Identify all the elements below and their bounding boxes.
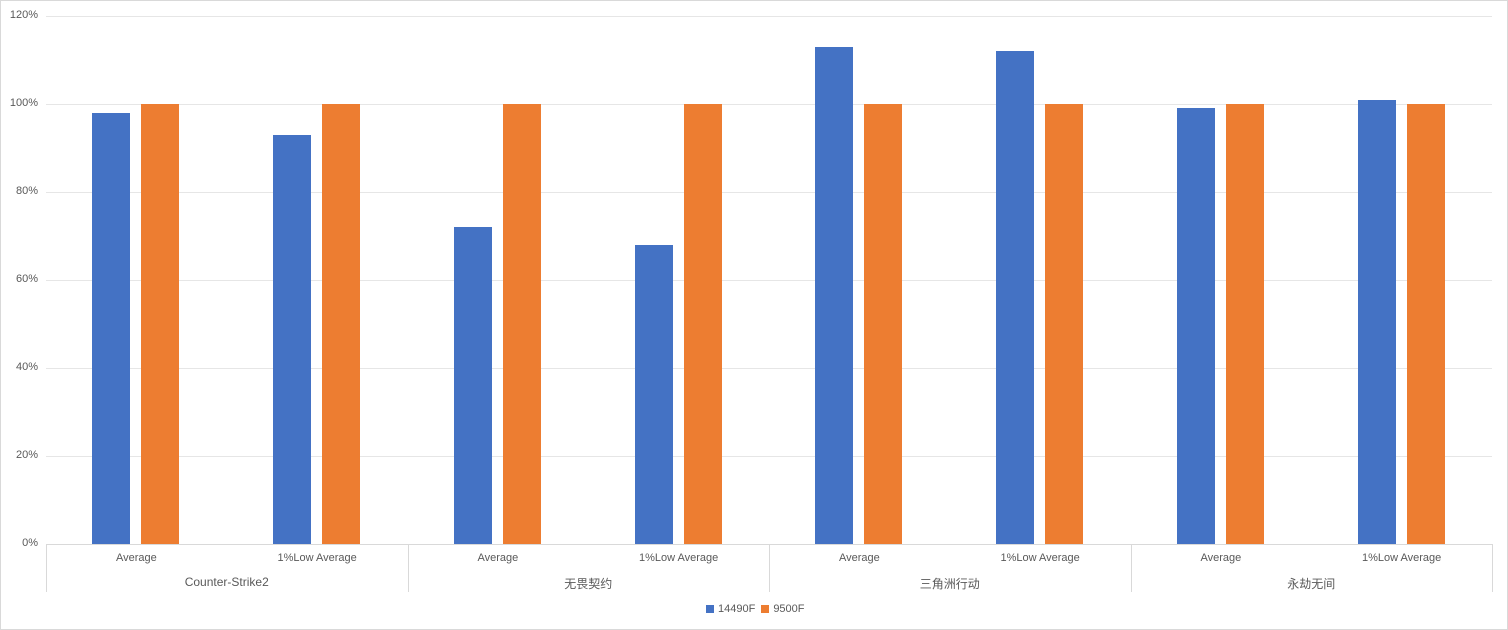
bar-14490f-2 [453,227,492,544]
x-category-label: 1%Low Average [1000,552,1080,564]
y-tick-label: 60% [15,273,38,285]
bar-9500f-0 [141,104,180,544]
bar-9500f-7 [1406,104,1445,544]
x-group-label: 无畏契约 [564,577,613,591]
gridline [46,456,1492,457]
group-separator [1492,544,1493,592]
gridline [46,104,1492,105]
group-separator [1130,544,1132,592]
x-group-label: 三角洲行动 [919,577,980,591]
y-tick-label: 20% [15,449,38,461]
y-tick-label: 100% [9,97,38,109]
x-group-label: Counter-Strike2 [184,575,269,589]
x-category-label: Average [1200,552,1242,564]
bar-9500f-5 [1045,104,1084,544]
y-tick-label: 40% [15,361,38,373]
x-category-label: Average [115,552,157,564]
bar-14490f-0 [92,112,131,544]
bar-14490f-1 [273,134,312,544]
gridline [46,368,1492,369]
bar-9500f-2 [502,104,541,544]
gridline [46,280,1492,281]
x-category-label: 1%Low Average [277,552,357,564]
bar-14490f-6 [1176,108,1215,544]
legend-label-14490f: 14490F [718,603,756,615]
bar-9500f-4 [864,104,903,544]
x-category-label: Average [838,552,880,564]
gridline [46,16,1492,17]
group-separator [769,544,770,592]
x-category-label: 1%Low Average [638,552,719,564]
bar-9500f-6 [1225,104,1264,544]
x-group-label: 永劫无间 [1287,577,1336,591]
y-tick-label: 120% [9,9,38,21]
group-separator [46,544,47,592]
legend-swatch-14490f [706,605,714,613]
group-separator [407,544,409,592]
bar-9500f-1 [322,104,361,544]
legend-label-9500f: 9500F [773,603,805,615]
x-category-label: Average [477,552,519,564]
legend-swatch-9500f [761,605,770,613]
gridline [46,192,1492,193]
y-tick-label: 80% [15,185,38,197]
bar-9500f-3 [683,104,722,544]
bar-14490f-7 [1357,99,1396,544]
y-tick-label: 0% [22,537,38,549]
x-category-label: 1%Low Average [1361,552,1442,564]
bar-14490f-4 [815,46,854,544]
legend: 14490F 9500F [706,603,805,615]
bar-14490f-5 [996,51,1035,544]
bar-14490f-3 [634,244,673,544]
